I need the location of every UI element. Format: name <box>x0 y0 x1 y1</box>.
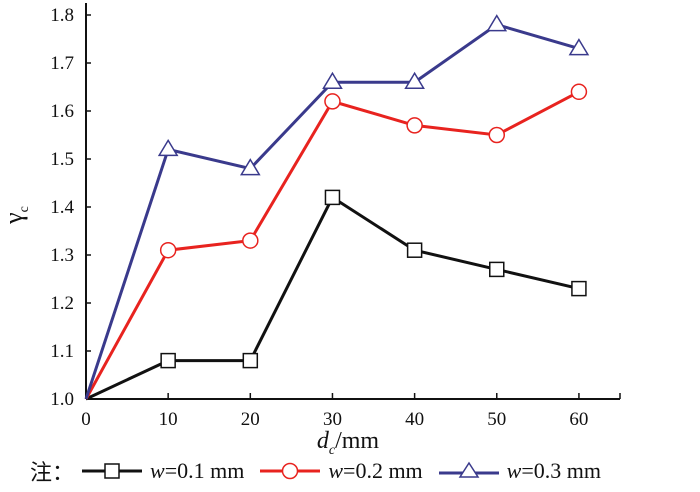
x-tick-label: 40 <box>405 409 424 430</box>
series-layer <box>84 14 590 401</box>
data-point-square <box>324 189 341 206</box>
legend-label: w=0.3 mm <box>506 458 601 483</box>
data-point-circle <box>406 117 423 134</box>
data-point-triangle <box>486 14 508 32</box>
series-line <box>85 195 580 401</box>
legend-note: 注： <box>30 460 75 485</box>
data-point-square <box>489 261 505 278</box>
series-line <box>84 90 580 400</box>
x-tick-label: 0 <box>81 409 91 430</box>
legend-label: w=0.2 mm <box>328 458 423 483</box>
y-tick-label: 1.2 <box>50 293 74 314</box>
y-tick-label: 1.3 <box>50 245 74 266</box>
data-point-triangle <box>322 71 343 89</box>
x-tick-label: 20 <box>241 409 260 430</box>
y-tick-label: 1.0 <box>50 389 74 410</box>
data-point-square <box>571 280 587 297</box>
y-tick-label: 1.4 <box>50 197 74 218</box>
legend-swatch-circle <box>260 462 321 480</box>
data-point-circle <box>242 232 259 249</box>
data-point-square <box>160 352 176 369</box>
x-axis-label: dc/mm <box>317 428 380 456</box>
x-tick-label: 30 <box>323 409 342 430</box>
legend-item-w-0-2: w=0.2 mm <box>258 458 423 484</box>
legend-swatch-square <box>82 463 143 479</box>
data-point-triangle <box>239 158 261 176</box>
data-point-square <box>242 352 259 369</box>
legend-swatch-triangle <box>438 461 499 478</box>
x-tick-label: 50 <box>487 409 506 430</box>
axes: 1.0 1.1 1.2 1.3 1.4 1.5 1.6 1.7 1.8 0 10 20 30 40 50 60 <box>50 3 621 430</box>
markers-circle <box>159 83 588 259</box>
y-tick-label: 1.5 <box>50 149 74 170</box>
data-point-square <box>406 242 423 258</box>
y-tick-label: 1.7 <box>50 53 74 74</box>
markers-square <box>160 189 587 369</box>
x-tick-label: 10 <box>159 409 178 430</box>
data-point-circle <box>159 241 177 259</box>
legend-item-w-0-1: w=0.1 mm <box>80 458 244 484</box>
data-point-triangle <box>157 138 179 157</box>
series-square <box>85 195 580 401</box>
legend-label: w=0.1 mm <box>150 458 245 483</box>
y-axis-label: γc <box>0 206 32 225</box>
y-tick-label: 1.8 <box>50 5 74 26</box>
data-point-circle <box>570 83 588 101</box>
legend-item-w-0-3: w=0.3 mm <box>437 458 601 484</box>
line-chart: 1.0 1.1 1.2 1.3 1.4 1.5 1.6 1.7 1.8 0 10 20 30 40 50 60… <box>0 3 621 456</box>
y-tick-label: 1.6 <box>50 101 74 122</box>
legend: 注： w=0.1 mm w=0.2 mm w=0.3 mm <box>30 456 615 486</box>
data-point-triangle <box>404 71 425 89</box>
data-point-circle <box>324 93 341 110</box>
y-tick-label: 1.1 <box>50 341 74 362</box>
markers-triangle <box>157 14 590 176</box>
x-tick-label: 60 <box>569 409 588 430</box>
data-point-circle <box>488 126 506 144</box>
series-circle <box>84 90 580 400</box>
data-point-triangle <box>568 38 590 56</box>
